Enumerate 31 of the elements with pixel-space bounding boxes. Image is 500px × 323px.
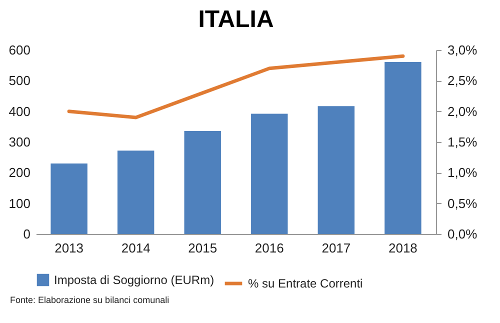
y-tick-label: 500 <box>8 73 30 88</box>
legend-label: Imposta di Soggiorno (EURm) <box>54 273 214 287</box>
bar <box>184 130 221 234</box>
legend-label: % su Entrate Correnti <box>248 276 363 290</box>
y2-tick-label: 0,5% <box>448 196 478 211</box>
y-tick-label: 200 <box>8 165 30 180</box>
y2-tick-label: 2,0% <box>448 104 478 119</box>
x-tick-label: 2018 <box>388 240 418 256</box>
x-tick-label: 2016 <box>254 240 284 256</box>
x-tick-label: 2013 <box>54 240 84 256</box>
line-series <box>67 54 405 120</box>
bar <box>384 62 422 234</box>
y-tick-label: 100 <box>8 196 30 211</box>
chart-title: ITALIA <box>198 6 274 33</box>
y-tick-label: 0 <box>23 226 30 242</box>
y-tick-label: 600 <box>8 42 30 58</box>
y-tick-label: 400 <box>8 104 30 119</box>
x-tick-label: 2014 <box>121 240 150 256</box>
source-note: Fonte: Elaborazione su bilanci comunali <box>10 295 170 305</box>
y2-tick-label: 1,0% <box>448 165 478 180</box>
bar <box>251 114 288 234</box>
y2-tick-label: 3,0% <box>448 42 478 58</box>
x-tick-label: 2015 <box>188 240 218 256</box>
y2-tick-label: 2,5% <box>448 73 478 88</box>
bar <box>318 106 355 234</box>
y2-tick-label: 0,0% <box>448 226 478 242</box>
bar <box>117 150 154 234</box>
bar <box>50 163 88 234</box>
x-tick-label: 2017 <box>322 240 351 256</box>
y-tick-label: 300 <box>8 134 30 150</box>
y2-tick-label: 1,5% <box>448 134 478 150</box>
